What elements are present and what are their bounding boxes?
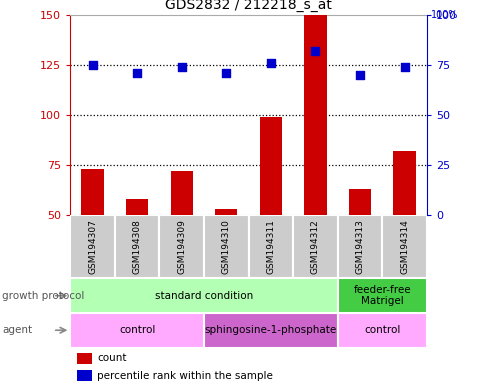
Bar: [248, 215, 292, 278]
Text: standard condition: standard condition: [154, 291, 253, 301]
Bar: [77, 370, 91, 381]
Bar: [70, 313, 204, 348]
Bar: [381, 215, 426, 278]
Title: GDS2832 / 212218_s_at: GDS2832 / 212218_s_at: [165, 0, 332, 12]
Point: [266, 60, 274, 66]
Bar: [159, 215, 204, 278]
Text: control: control: [119, 325, 155, 335]
Text: GSM194310: GSM194310: [221, 219, 230, 274]
Bar: [348, 189, 370, 315]
Text: control: control: [363, 325, 400, 335]
Bar: [337, 215, 381, 278]
Bar: [170, 171, 193, 315]
Bar: [204, 313, 337, 348]
Bar: [70, 278, 337, 313]
Text: agent: agent: [2, 325, 32, 335]
Bar: [303, 15, 326, 315]
Bar: [77, 353, 91, 364]
Bar: [215, 209, 237, 315]
Text: percentile rank within the sample: percentile rank within the sample: [97, 371, 272, 381]
Text: GSM194311: GSM194311: [266, 219, 275, 274]
Text: count: count: [97, 353, 126, 364]
Point: [133, 70, 141, 76]
Bar: [126, 199, 148, 315]
Bar: [337, 278, 426, 313]
Text: GSM194308: GSM194308: [133, 219, 141, 274]
Text: growth protocol: growth protocol: [2, 291, 85, 301]
Bar: [292, 215, 337, 278]
Bar: [337, 313, 426, 348]
Bar: [81, 169, 104, 315]
Point: [355, 72, 363, 78]
Text: sphingosine-1-phosphate: sphingosine-1-phosphate: [204, 325, 336, 335]
Text: GSM194314: GSM194314: [399, 219, 408, 274]
Text: GSM194307: GSM194307: [88, 219, 97, 274]
Point: [222, 70, 230, 76]
Bar: [204, 215, 248, 278]
Text: 100%: 100%: [430, 10, 457, 20]
Text: feeder-free
Matrigel: feeder-free Matrigel: [353, 285, 410, 306]
Bar: [115, 215, 159, 278]
Text: GSM194309: GSM194309: [177, 219, 186, 274]
Text: GSM194312: GSM194312: [310, 219, 319, 274]
Bar: [70, 215, 115, 278]
Point: [400, 64, 408, 70]
Bar: [393, 151, 415, 315]
Text: GSM194313: GSM194313: [355, 219, 363, 274]
Bar: [259, 117, 281, 315]
Point: [311, 48, 318, 55]
Point: [89, 62, 96, 68]
Point: [178, 64, 185, 70]
